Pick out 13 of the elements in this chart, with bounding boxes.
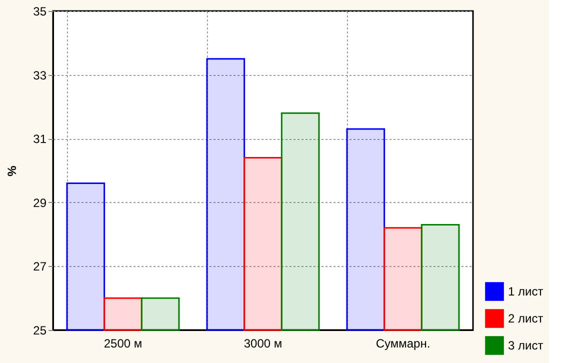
y-axis-title: % xyxy=(5,165,20,176)
x-tick-label: 2500 м xyxy=(104,336,142,350)
y-tick-label: 27 xyxy=(33,260,47,274)
legend-label: 1 лист xyxy=(508,284,544,298)
x-tick-label: Суммарн. xyxy=(376,336,430,350)
x-tick-label: 3000 м xyxy=(244,336,282,350)
y-tick-label: 35 xyxy=(33,4,47,18)
legend-label: 2 лист xyxy=(508,312,544,326)
y-tick-label: 33 xyxy=(33,68,47,82)
y-tick-label: 25 xyxy=(33,324,47,338)
y-tick-label: 29 xyxy=(33,196,47,210)
legend-label: 3 лист xyxy=(508,338,544,352)
y-tick-label: 31 xyxy=(33,132,47,146)
